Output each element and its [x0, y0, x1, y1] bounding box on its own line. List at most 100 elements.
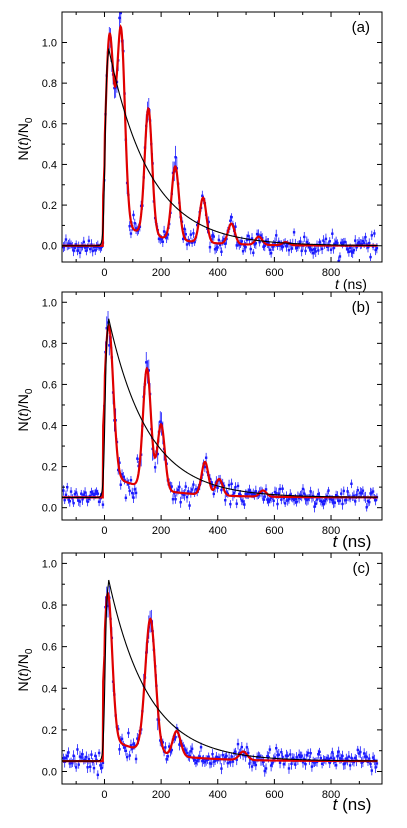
data-point: [73, 246, 77, 249]
data-point: [306, 498, 310, 501]
y-tick-label: 0.2: [42, 725, 57, 737]
data-point: [88, 494, 92, 498]
data-point: [105, 327, 108, 330]
data-point: [120, 737, 124, 741]
data-point: [262, 760, 265, 764]
data-point: [277, 240, 280, 244]
y-tick-label: 1.0: [42, 37, 57, 49]
data-point: [213, 248, 217, 251]
data-point: [359, 242, 362, 246]
data-point: [162, 230, 166, 233]
data-point: [170, 485, 173, 488]
data-point: [64, 756, 68, 760]
data-point: [341, 502, 344, 506]
data-point: [95, 490, 98, 493]
data-point: [81, 753, 84, 756]
data-point: [368, 241, 371, 245]
data-point: [127, 731, 130, 735]
data-point: [301, 487, 305, 491]
data-point: [185, 495, 189, 499]
x-axis-label: t (ns): [333, 532, 372, 551]
data-point: [273, 756, 277, 759]
data-point: [185, 751, 189, 755]
data-point: [210, 481, 213, 484]
data-point: [132, 213, 135, 217]
data-point: [370, 491, 374, 494]
data-point: [179, 501, 182, 504]
data-point: [132, 742, 135, 745]
data-point: [322, 502, 325, 506]
data-point: [337, 259, 340, 262]
data-point: [145, 361, 148, 364]
data-point: [171, 498, 175, 501]
data-point: [166, 755, 170, 758]
data-point: [356, 748, 359, 752]
data-point: [299, 240, 302, 243]
data-point: [213, 759, 217, 763]
data-point: [370, 234, 374, 237]
data-point: [169, 750, 172, 753]
y-tick-label: 0.8: [42, 78, 57, 90]
data-point: [83, 246, 87, 249]
data-point: [229, 219, 232, 222]
data-point: [174, 156, 177, 159]
y-axis-label: N(t)/N0: [15, 648, 35, 691]
data-point: [218, 243, 222, 247]
data-point: [345, 498, 348, 502]
data-point: [317, 492, 320, 496]
data-point: [328, 761, 331, 765]
data-point: [62, 489, 65, 492]
data-point: [310, 765, 314, 768]
data-point: [294, 497, 297, 501]
data-point: [317, 753, 320, 756]
data-point: [78, 251, 82, 255]
data-point: [292, 498, 296, 502]
data-point: [229, 502, 232, 506]
data-point: [243, 503, 246, 506]
data-point: [275, 747, 278, 750]
data-point: [258, 755, 261, 758]
data-point: [346, 248, 349, 251]
data-point: [333, 242, 337, 245]
data-point: [71, 761, 74, 765]
data-point: [318, 241, 321, 244]
data-point: [331, 232, 334, 235]
data-point: [227, 483, 231, 487]
data-point: [68, 242, 71, 245]
data-point: [174, 497, 177, 501]
data-point: [128, 224, 131, 228]
data-point: [263, 495, 266, 498]
data-point: [66, 485, 69, 489]
data-point: [74, 243, 78, 246]
data-point: [326, 245, 329, 248]
x-tick-label: 200: [152, 267, 170, 279]
data-point: [262, 498, 265, 501]
x-tick-label: 0: [101, 789, 107, 801]
data-point: [277, 492, 280, 495]
data-point: [264, 488, 268, 491]
data-point: [85, 755, 88, 759]
data-point: [97, 500, 101, 503]
panel-label: (b): [352, 299, 370, 316]
plot-frame: [61, 552, 383, 785]
data-point: [328, 497, 331, 501]
data-point: [352, 494, 356, 497]
data-point: [240, 745, 244, 749]
x-tick-label: 800: [322, 525, 340, 537]
data-point: [322, 239, 325, 242]
data-point: [332, 501, 335, 504]
data-point: [192, 232, 195, 235]
data-point: [176, 488, 180, 492]
fit-curve-red: [62, 590, 378, 763]
data-point: [285, 754, 288, 757]
data-point: [267, 755, 270, 759]
data-point: [94, 249, 97, 252]
data-point: [281, 245, 284, 249]
data-series-points: [62, 311, 379, 513]
data-point: [68, 500, 71, 503]
data-point: [297, 753, 301, 757]
data-point: [189, 233, 193, 236]
data-point: [255, 232, 259, 236]
data-point: [183, 227, 186, 231]
data-point: [220, 250, 223, 253]
